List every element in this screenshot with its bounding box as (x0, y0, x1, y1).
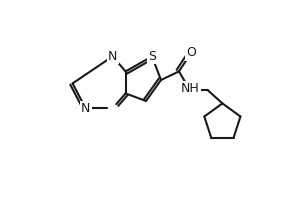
Text: S: S (148, 50, 156, 63)
Text: O: O (186, 46, 196, 60)
Text: N: N (108, 50, 117, 63)
Text: NH: NH (181, 82, 200, 95)
Text: N: N (81, 102, 90, 115)
